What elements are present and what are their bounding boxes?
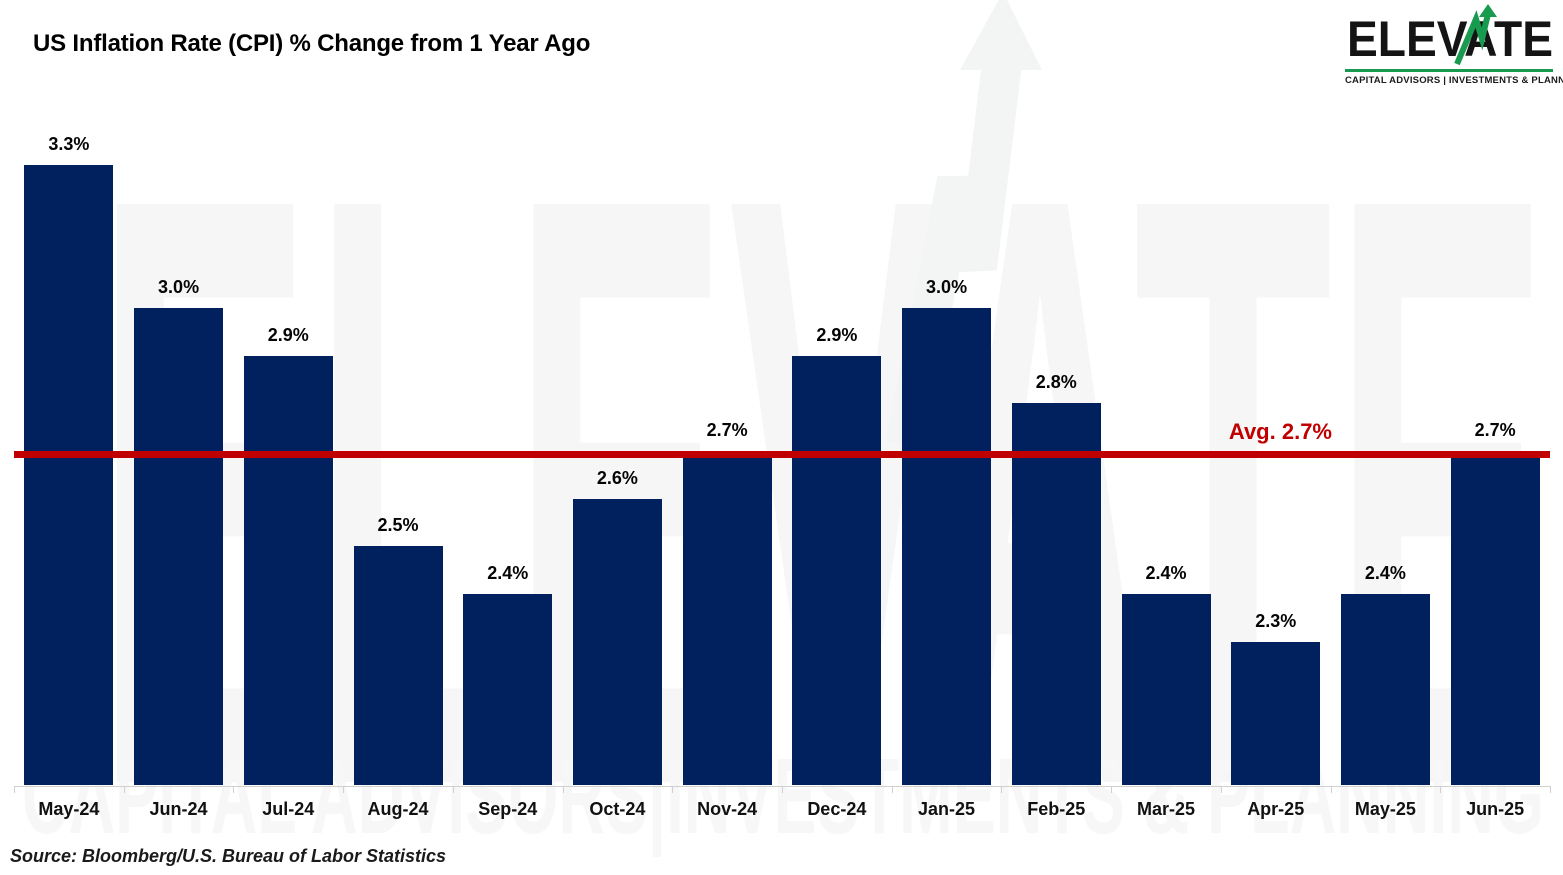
bar [792,356,882,785]
logo-arrowhead-icon [1479,4,1497,17]
bar [1011,403,1101,785]
axis-tick [562,786,564,793]
bar [902,308,992,785]
axis-tick [452,786,454,793]
bar [463,594,553,785]
bar [134,308,224,785]
axis-tick [14,786,15,793]
x-axis-label: Mar-25 [1136,799,1196,819]
logo-wordmark-text: ELEVATE [1347,11,1553,67]
x-axis-label: Dec-24 [807,799,867,819]
axis-tick [343,786,345,793]
bar-value-label: 2.6% [596,468,638,488]
bar-value-label: 2.7% [1474,420,1516,440]
axis-tick [1220,786,1222,793]
bar-value-label: 3.3% [48,134,90,154]
bar-value-label: 2.4% [487,563,529,583]
bar [24,165,114,785]
bar-value-label: 3.0% [926,277,968,297]
bar-value-label: 2.4% [1145,563,1187,583]
logo-arrow-icon [1454,10,1491,66]
axis-tick [1001,786,1003,793]
chart-title: US Inflation Rate (CPI) % Change from 1 … [33,30,591,57]
x-axis-label: Sep-24 [478,799,538,819]
average-line [14,451,1550,458]
axis-tick [123,786,125,793]
x-axis-label: Oct-24 [589,799,646,819]
average-line-label: Avg. 2.7% [1228,419,1332,444]
axis-tick [672,786,674,793]
elevate-logo: ELEVATE CAPITAL ADVISORS | INVESTMENTS &… [1345,4,1563,86]
bar-value-label: 2.7% [706,420,748,440]
bar [243,356,333,785]
source-note: Source: Bloomberg/U.S. Bureau of Labor S… [10,846,447,866]
logo-divider [1345,69,1553,72]
bar [1121,594,1211,785]
bar-value-label: 2.9% [267,325,309,345]
bar [1231,642,1321,785]
x-axis-label: Jun-24 [149,799,208,819]
x-axis-label: Nov-24 [697,799,758,819]
watermark-arrowhead-icon [960,0,1042,70]
x-axis-label: Apr-25 [1247,799,1305,819]
x-axis-label: May-24 [38,799,100,819]
bar-value-label: 2.8% [1035,372,1077,392]
axis-tick [1440,786,1442,793]
axis-tick [1330,786,1332,793]
axis-tick [891,786,893,793]
bar-value-label: 2.4% [1364,563,1406,583]
bar-value-label: 3.0% [158,277,200,297]
x-axis-label: Jun-25 [1466,799,1525,819]
axis-tick [1111,786,1113,793]
elevate-logo-wordmark: ELEVATE [1347,4,1553,67]
axis-tick [1550,786,1551,793]
x-axis-label: Jan-25 [918,799,976,819]
axis-tick [782,786,783,793]
x-axis-label: Aug-24 [367,799,429,819]
bar-value-label: 2.3% [1255,611,1297,631]
bar [572,499,662,785]
bar [682,451,772,785]
bar-value-label: 2.5% [377,515,419,535]
bar-value-label: 2.9% [816,325,858,345]
logo-tagline: CAPITAL ADVISORS | INVESTMENTS & PLANNIN… [1345,75,1563,86]
axis-tick [233,786,235,793]
bar [353,546,443,785]
x-axis-label: Jul-24 [262,799,315,819]
bar [1450,451,1540,785]
bar [1340,594,1430,785]
x-axis-label: May-25 [1354,799,1416,819]
x-axis-label: Feb-25 [1027,799,1086,819]
